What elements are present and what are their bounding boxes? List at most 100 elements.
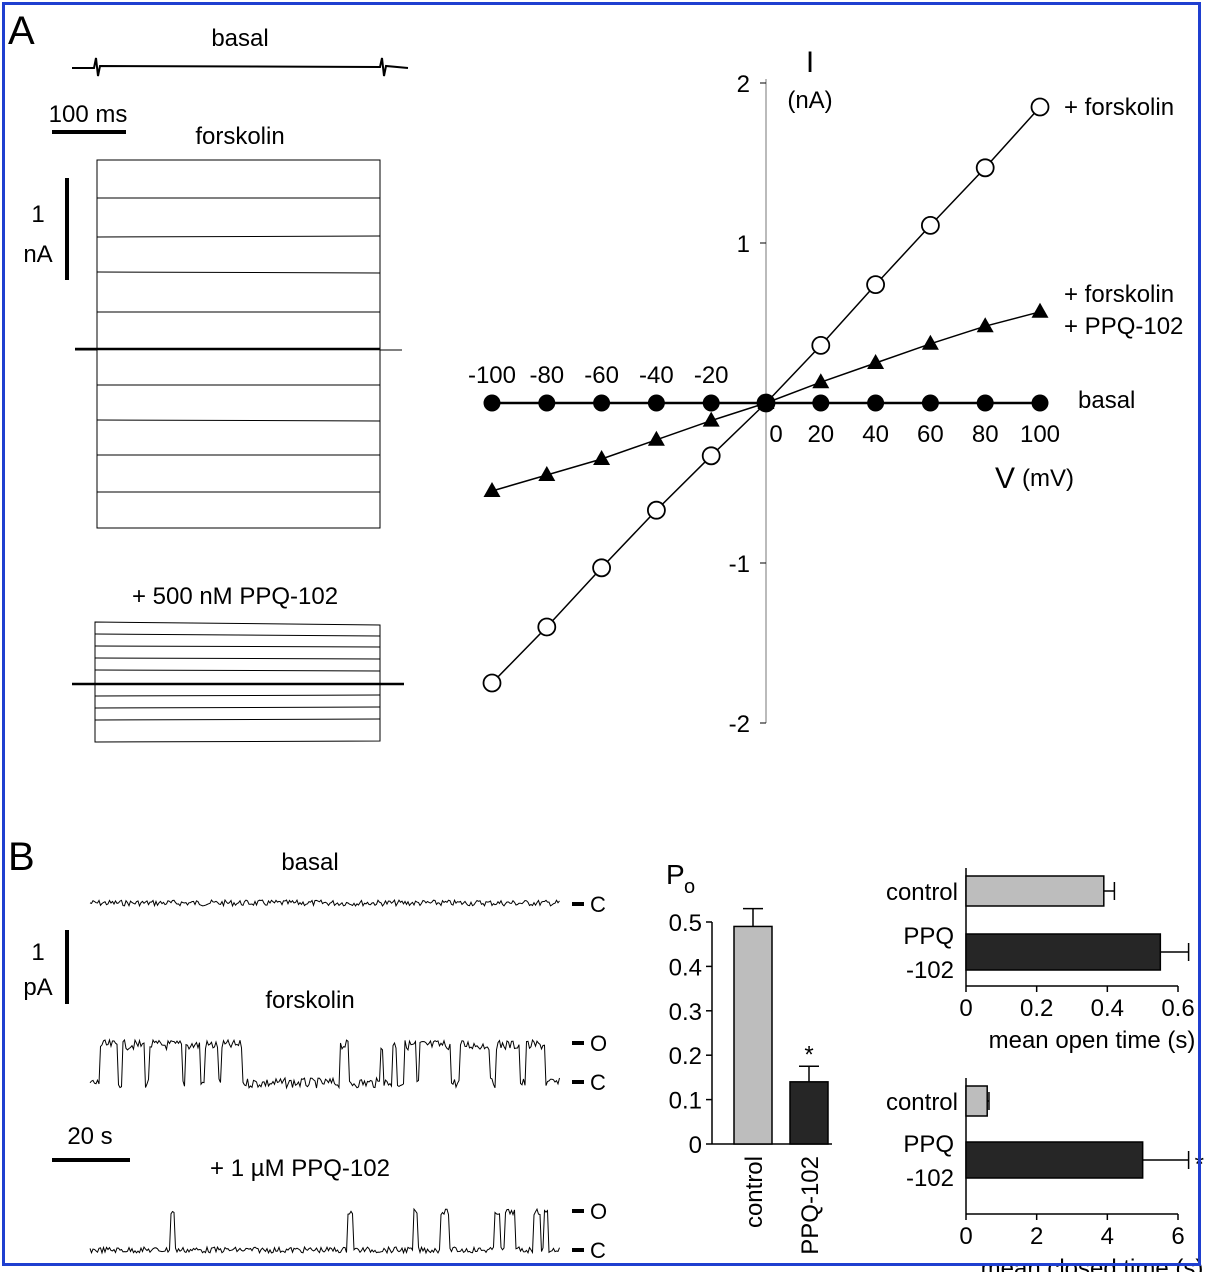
iv-x-tick-label: -100 <box>468 362 516 389</box>
open-time-bar <box>965 875 1105 907</box>
po-category-label: control <box>741 1156 768 1228</box>
panel-b-forskolin-trace <box>89 1038 560 1090</box>
open-time-category-label: control <box>886 879 958 906</box>
iv-point-ppq <box>593 450 611 465</box>
iv-x-tick-label: 20 <box>807 421 834 448</box>
open-time-x-axis-label: mean open time (s) <box>989 1027 1196 1054</box>
closed-time-x-tick-label: 2 <box>1030 1223 1043 1250</box>
iv-y-tick-label: 2 <box>737 71 750 98</box>
iv-point-basal <box>976 394 994 412</box>
iv-point-forskolin <box>975 158 995 178</box>
po-y-axis-subscript: o <box>684 876 695 898</box>
iv-point-forskolin <box>866 275 885 295</box>
iv-x-tick-label: -60 <box>584 362 619 389</box>
iv-point-ppq <box>1031 302 1049 318</box>
iv-x-tick-label: 80 <box>972 421 999 448</box>
closed-time-significance: * <box>1195 1151 1204 1178</box>
po-chart: 0 0.1 0.2 0.3 0.4 0.5 P o control * PPQ-102 <box>666 859 832 1255</box>
panel-b-ppq-open-marker: O <box>590 1199 607 1224</box>
po-y-axis-label: P <box>666 859 685 890</box>
open-time-x-tick-label: 0.4 <box>1091 995 1124 1022</box>
panel-b-basal-closed-marker: C <box>590 892 606 917</box>
po-category-label: PPQ-102 <box>797 1156 824 1255</box>
iv-point-forskolin <box>811 335 831 355</box>
closed-time-x-tick-label: 4 <box>1101 1223 1114 1250</box>
po-y-tick-label: 0.2 <box>669 1043 702 1070</box>
closed-time-category-label: -102 <box>906 1165 954 1192</box>
iv-point-basal <box>757 394 775 412</box>
open-time-category-label: PPQ <box>903 923 954 950</box>
iv-legend-forskolin-ppq-line2: + PPQ-102 <box>1064 313 1183 340</box>
iv-point-basal <box>921 394 939 412</box>
iv-point-forskolin <box>647 500 666 520</box>
open-time-category-label: -102 <box>906 957 954 984</box>
po-y-tick-label: 0 <box>689 1132 702 1159</box>
iv-point-ppq <box>538 466 556 481</box>
panel-a-forskolin-traces <box>75 159 402 529</box>
iv-point-basal <box>812 394 830 412</box>
iv-y-tick-label: -2 <box>729 711 750 738</box>
iv-point-ppq <box>867 354 885 369</box>
iv-point-basal <box>1031 394 1049 412</box>
closed-time-chart: 0 2 4 6 mean closed time (s) control * PPQ -102 <box>886 1078 1204 1272</box>
panel-a-ppq-label: + 500 nM PPQ-102 <box>132 583 338 610</box>
iv-x-tick-label: -20 <box>694 362 729 389</box>
panel-b-label: B <box>8 835 35 879</box>
iv-legend-forskolin: + forskolin <box>1064 94 1174 121</box>
panel-b-basal-label: basal <box>281 849 338 876</box>
closed-time-x-tick-label: 6 <box>1171 1223 1184 1250</box>
panel-b-current-scale-value: 1 <box>31 939 44 966</box>
iv-x-tick-label: 60 <box>917 421 944 448</box>
iv-x-tick-label: 0 <box>769 421 782 448</box>
iv-point-forskolin <box>537 617 557 637</box>
iv-point-ppq <box>921 334 939 350</box>
panel-b-ppq-trace <box>89 1207 560 1255</box>
panel-b-ppq-closed-marker: C <box>590 1238 606 1263</box>
open-time-chart: 0 0.2 0.4 0.6 mean open time (s) control PPQ -1… <box>886 868 1195 1054</box>
panel-a-time-scale-label: 100 ms <box>49 101 128 128</box>
po-y-tick-label: 0.5 <box>669 910 702 937</box>
po-significance: * <box>804 1041 813 1068</box>
panel-b-forskolin-closed-marker: C <box>590 1070 606 1095</box>
iv-point-basal <box>702 394 720 412</box>
closed-time-category-label: PPQ <box>903 1131 954 1158</box>
panel-a-ppq-traces <box>72 621 404 743</box>
closed-time-x-axis-label: mean closed time (s) <box>981 1255 1204 1272</box>
iv-point-forskolin <box>482 673 502 693</box>
panel-b-current-scale-unit: pA <box>23 974 52 1001</box>
open-time-x-tick-label: 0 <box>959 995 972 1022</box>
iv-legend-forskolin-ppq-line1: + forskolin <box>1064 281 1174 308</box>
iv-point-ppq <box>647 430 665 446</box>
open-time-bar <box>965 933 1162 971</box>
panel-b-basal-trace <box>89 898 560 908</box>
iv-x-axis-unit: (mV) <box>1022 465 1074 492</box>
panel-a-current-scale-unit: nA <box>23 241 52 268</box>
po-y-tick-label: 0.1 <box>669 1088 702 1115</box>
iv-point-ppq <box>702 411 720 427</box>
iv-x-axis-label: V <box>995 462 1015 495</box>
iv-x-tick-label: -80 <box>529 362 564 389</box>
open-time-x-tick-label: 0.2 <box>1020 995 1053 1022</box>
panel-b-ppq-label: + 1 µM PPQ-102 <box>210 1155 390 1182</box>
po-y-tick-label: 0.3 <box>669 999 702 1026</box>
panel-a-basal-trace <box>72 57 409 77</box>
closed-time-category-label: control <box>886 1089 958 1116</box>
iv-legend-basal: basal <box>1078 387 1135 414</box>
panel-a-forskolin-label: forskolin <box>195 123 284 150</box>
iv-point-ppq <box>976 317 994 333</box>
panel-a-current-scale-value: 1 <box>31 201 44 228</box>
iv-point-basal <box>483 394 501 412</box>
panel-b-forskolin-label: forskolin <box>265 987 354 1014</box>
iv-y-axis-unit: (nA) <box>787 87 832 114</box>
iv-point-basal <box>538 394 556 412</box>
iv-point-forskolin <box>701 446 721 466</box>
panel-a-basal-label: basal <box>211 25 268 52</box>
panel-a-label: A <box>8 9 35 53</box>
po-bar <box>789 1081 829 1145</box>
closed-time-x-tick-label: 0 <box>959 1223 972 1250</box>
iv-x-tick-label: 40 <box>862 421 889 448</box>
iv-point-ppq <box>483 482 501 497</box>
iv-point-ppq <box>812 373 830 389</box>
iv-point-basal <box>867 394 885 412</box>
